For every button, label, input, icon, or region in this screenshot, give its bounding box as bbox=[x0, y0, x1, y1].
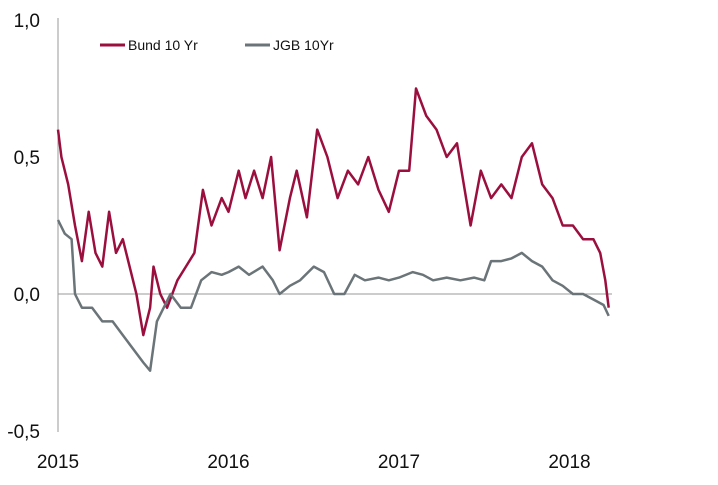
x-tick-label: 2015 bbox=[37, 452, 79, 473]
legend-label-jgb: JGB 10Yr bbox=[273, 37, 334, 53]
y-tick-label: -0,5 bbox=[7, 422, 40, 443]
x-tick-label: 2017 bbox=[378, 452, 420, 473]
series-line-bund bbox=[56, 87, 610, 337]
legend: Bund 10 Yr JGB 10Yr bbox=[100, 37, 334, 53]
series-line-jgb bbox=[56, 219, 610, 372]
x-tick-label: 2016 bbox=[207, 452, 249, 473]
y-tick-label: 1,0 bbox=[14, 11, 40, 32]
y-tick-label: 0,5 bbox=[14, 148, 40, 169]
x-tick-label: 2018 bbox=[548, 452, 590, 473]
legend-label-bund: Bund 10 Yr bbox=[128, 37, 198, 53]
y-tick-label: 0,0 bbox=[14, 285, 40, 306]
